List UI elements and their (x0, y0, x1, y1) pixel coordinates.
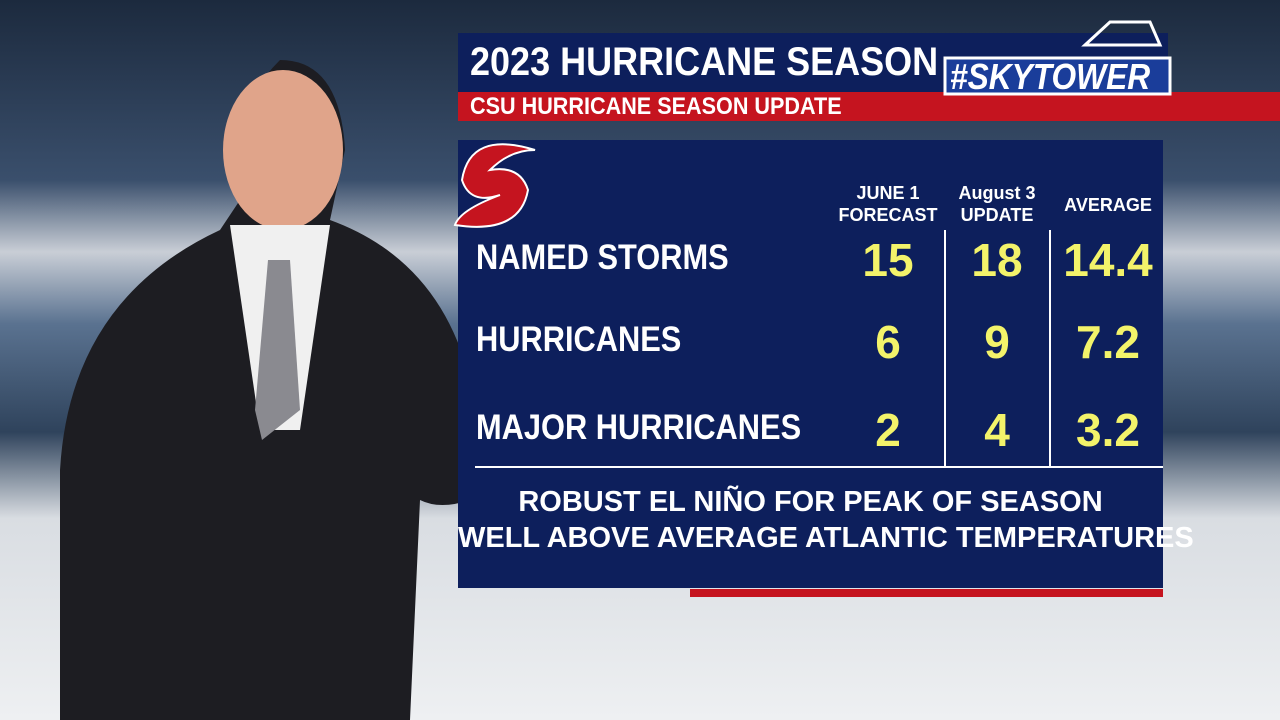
cell-value: 14.4 (1063, 234, 1153, 286)
presenter-face (223, 70, 343, 230)
cell-value: 7.2 (1076, 316, 1140, 368)
cell-value: 9 (984, 316, 1010, 368)
subtitle-bar (458, 92, 1280, 121)
brand-icon (1081, 20, 1163, 47)
cell-value: 4 (984, 404, 1010, 456)
presenter-tie (255, 260, 300, 440)
subtitle: CSU HURRICANE SEASON UPDATE (470, 93, 842, 120)
cell-value: 18 (971, 234, 1023, 286)
cell-value: 2 (875, 404, 901, 456)
row-label: MAJOR HURRICANES (476, 408, 802, 447)
cell-value: 3.2 (1076, 404, 1140, 456)
brand: #SKYTOWER (950, 56, 1151, 97)
row-label: HURRICANES (476, 320, 682, 359)
column-header: August 3 UPDATE (958, 183, 1036, 225)
panel-accent (690, 589, 1163, 597)
cell-value: 6 (875, 316, 901, 368)
footer-line: WELL ABOVE AVERAGE ATLANTIC TEMPERATURES (458, 522, 1194, 554)
footer-line: ROBUST EL NIÑO FOR PEAK OF SEASON (518, 486, 1103, 518)
cell-value: 15 (862, 234, 914, 286)
table-panel (458, 140, 1163, 588)
brand-box (943, 56, 1172, 96)
column-header: JUNE 1 FORECAST (838, 183, 938, 225)
row-label: NAMED STORMS (476, 238, 729, 277)
footer: ROBUST EL NIÑO FOR PEAK OF SEASON WELL A… (458, 484, 1194, 556)
storm-icon (453, 143, 536, 228)
title: 2023 HURRICANE SEASON (470, 40, 939, 84)
column-header: AVERAGE (1064, 195, 1152, 215)
